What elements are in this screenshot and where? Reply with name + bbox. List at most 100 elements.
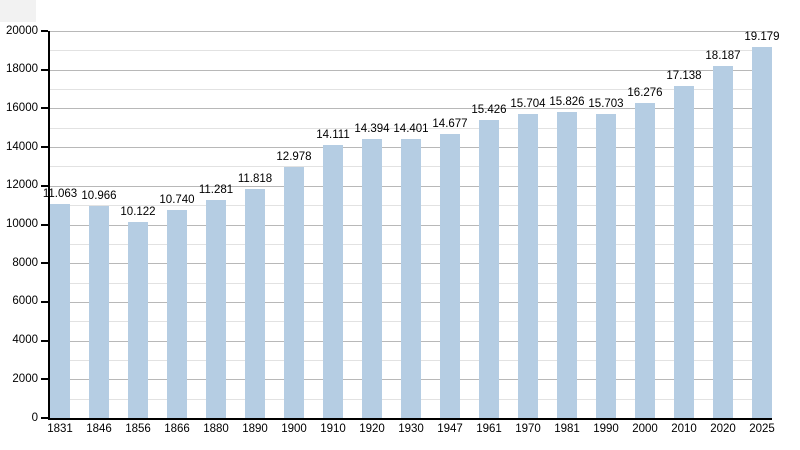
- bar-group: 11.281: [199, 31, 233, 418]
- bar-value-label: 14.677: [432, 118, 468, 131]
- bar: [401, 139, 421, 418]
- x-axis-label: 1890: [242, 423, 268, 435]
- x-axis-label: 1970: [515, 423, 541, 435]
- plot-area: 11.063 10.966 10.122 10.740 11.281 11.818 12.9…: [43, 31, 780, 420]
- gridline-major: [50, 108, 772, 110]
- x-axis-label: 1900: [281, 423, 307, 435]
- y-axis-label: 16000: [6, 101, 38, 114]
- gridline-minor: [50, 50, 772, 52]
- bar-value-label: 14.111: [316, 128, 350, 141]
- gridline-minor: [50, 127, 772, 129]
- bar-value-label: 15.426: [471, 103, 507, 116]
- x-axis-label: 1846: [86, 423, 112, 435]
- bar: [518, 114, 538, 418]
- bar: [596, 114, 616, 418]
- corner-artifact: [0, 0, 36, 22]
- bar-group: 16.276: [627, 31, 663, 418]
- x-axis-label: 1990: [593, 423, 619, 435]
- x-axis-label: 1831: [47, 423, 73, 435]
- y-axis-tick: [41, 417, 48, 419]
- y-axis-tick: [41, 184, 48, 187]
- bar-group: 11.818: [238, 31, 272, 418]
- x-axis-label: 1961: [476, 423, 502, 435]
- bar-group: 14.677: [432, 31, 468, 418]
- y-axis-label: 4000: [12, 334, 38, 347]
- y-axis-label: 18000: [6, 63, 38, 76]
- gridline-major: [50, 69, 772, 71]
- bar: [89, 205, 109, 418]
- y-axis-label: 2000: [12, 372, 38, 385]
- y-axis-label: 6000: [12, 295, 38, 308]
- bar-value-label: 10.122: [120, 206, 156, 219]
- bar-group: 18.187: [705, 31, 741, 418]
- bar-value-label: 18.187: [705, 50, 741, 63]
- bar-value-label: 12.978: [276, 150, 312, 163]
- x-axis-label: 1910: [320, 423, 346, 435]
- x-axis-label: 1981: [554, 423, 580, 435]
- y-axis-label: 10000: [6, 218, 38, 230]
- bar: [713, 66, 733, 418]
- bar-value-label: 14.394: [354, 123, 390, 136]
- bar: [479, 119, 499, 418]
- bar-value-label: 10.966: [81, 189, 117, 202]
- bar-value-label: 15.704: [510, 98, 546, 111]
- bar-value-label: 10.740: [159, 194, 195, 207]
- x-axis-label: 1920: [359, 423, 385, 435]
- bar-value-label: 11.281: [198, 183, 234, 196]
- bar-group: 10.740: [159, 31, 195, 418]
- bar-group: 11.063: [43, 31, 77, 418]
- y-axis-tick: [41, 107, 48, 110]
- y-axis-tick: [41, 378, 48, 381]
- bar-value-label: 11.063: [42, 187, 78, 200]
- bar-value-label: 15.826: [549, 95, 585, 108]
- y-axis-tick: [41, 300, 48, 303]
- x-axis-label: 2020: [710, 423, 736, 435]
- gridline-major: [50, 31, 772, 32]
- bar: [245, 189, 265, 418]
- bar-group: 17.138: [666, 31, 702, 418]
- y-axis-tick: [41, 68, 48, 71]
- x-axis-label: 1947: [437, 423, 463, 435]
- bar-group: 12.978: [276, 31, 312, 418]
- bar: [284, 166, 304, 418]
- bar-group: 15.826: [549, 31, 585, 418]
- x-axis-label: 2000: [632, 423, 658, 435]
- x-axis-label: 1866: [164, 423, 190, 435]
- bar: [557, 111, 577, 418]
- bar: [362, 139, 382, 418]
- x-axis-label: 1856: [125, 423, 151, 435]
- bar: [50, 203, 70, 418]
- y-axis-tick: [41, 146, 48, 149]
- bar-group: 15.426: [471, 31, 507, 418]
- y-axis-label: 8000: [12, 256, 38, 269]
- y-axis-label: 20000: [6, 24, 38, 37]
- bar: [128, 222, 148, 418]
- gridline-minor: [50, 89, 772, 91]
- bar-group: 15.704: [510, 31, 546, 418]
- bar-group: 14.111: [316, 31, 350, 418]
- y-axis-tick: [41, 223, 48, 226]
- x-axis-label: 2025: [749, 423, 775, 435]
- bar-group: 10.122: [120, 31, 156, 418]
- bar: [323, 144, 343, 418]
- bar-group: 14.401: [393, 31, 429, 418]
- y-axis-tick: [41, 262, 48, 265]
- bar-group: 15.703: [588, 31, 624, 418]
- y-axis-label: 0: [31, 411, 38, 424]
- bar: [440, 134, 460, 418]
- bar: [674, 86, 694, 418]
- bar-group: 14.394: [354, 31, 390, 418]
- bar: [752, 46, 772, 418]
- x-axis-label: 1880: [203, 423, 229, 435]
- bar-value-label: 11.818: [237, 173, 273, 186]
- y-axis-tick: [41, 30, 48, 32]
- bar-value-label: 16.276: [627, 87, 663, 100]
- bar: [635, 103, 655, 418]
- bar-group: 19.179: [744, 31, 780, 418]
- x-axis-label: 1930: [398, 423, 424, 435]
- bars-layer: 11.063 10.966 10.122 10.740 11.281 11.818 12.9…: [43, 31, 780, 418]
- bar-value-label: 15.703: [588, 98, 624, 111]
- y-axis-tick: [41, 339, 48, 342]
- y-axis-label: 14000: [6, 140, 38, 153]
